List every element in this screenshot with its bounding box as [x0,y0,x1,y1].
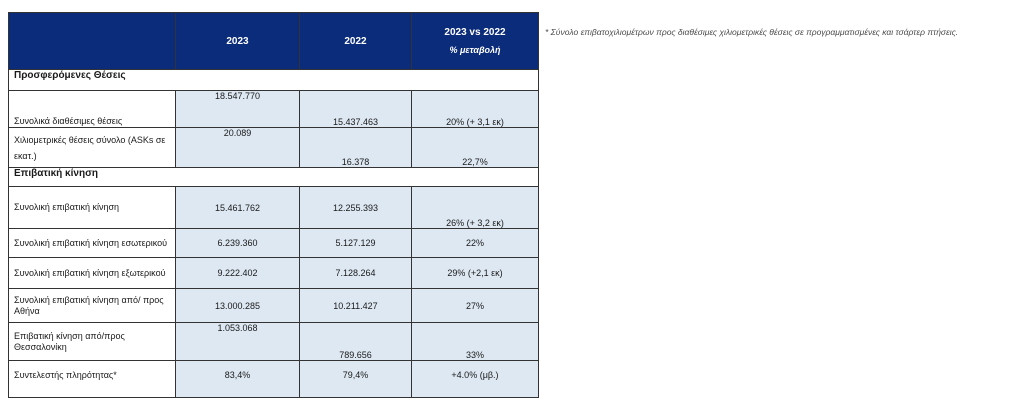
value-2023: 20.089 [175,127,300,168]
row-label: Επιβατική κίνηση από/προς Θεσσαλονίκη [8,322,176,361]
value-2023: 9.222.402 [175,257,300,289]
section-title-seats: Προσφερόμενες Θέσεις [8,69,539,91]
value-2022: 15.437.463 [299,90,412,128]
header-change: 2023 vs 2022 % μεταβολή [411,12,539,70]
header-2023: 2023 [175,12,300,70]
value-change: 22,7% [411,127,539,168]
value-2022: 789.656 [299,322,412,361]
value-change: +4.0% (μβ.) [411,360,539,398]
value-2023: 15.461.762 [175,186,300,229]
section-row-seats: Προσφερόμενες Θέσεις [8,69,539,91]
row-label: Συνολική επιβατική κίνηση από/ προς Αθήν… [8,288,176,323]
value-2022: 5.127.129 [299,228,412,258]
table-row: Συνολική επιβατική κίνηση εσωτερικού 6.2… [8,228,539,258]
value-2023: 13.000.285 [175,288,300,323]
value-2023: 83,4% [175,360,300,398]
row-label: Συντελεστής πληρότητας* [8,360,176,398]
table-row: Συνολική επιβατική κίνηση από/ προς Αθήν… [8,288,539,323]
statistics-table: 2023 2022 2023 vs 2022 % μεταβολή Προσφε… [8,12,539,398]
value-2022: 16.378 [299,127,412,168]
row-label: Συνολική επιβατική κίνηση [8,186,176,229]
table-row: Συνολική επιβατική κίνηση 15.461.762 12.… [8,186,539,229]
table-header-row: 2023 2022 2023 vs 2022 % μεταβολή [8,12,539,70]
row-label: Συνολική επιβατική κίνηση εσωτερικού [8,228,176,258]
value-change: 20% (+ 3,1 εκ) [411,90,539,128]
value-2023: 1.053.068 [175,322,300,361]
value-2022: 12.255.393 [299,186,412,229]
value-change: 33% [411,322,539,361]
row-label: Χιλιομετρικές θέσεις σύνολο (ASKs σε εκα… [8,127,176,168]
section-title-traffic: Επιβατική κίνηση [8,167,539,187]
value-2023: 18.547.770 [175,90,300,128]
value-2022: 79,4% [299,360,412,398]
footnote: * Σύνολο επιβατοχιλιομέτρων προς διαθέσι… [545,27,959,37]
value-change: 22% [411,228,539,258]
section-row-traffic: Επιβατική κίνηση [8,167,539,187]
table-row: Συνολική επιβατική κίνηση εξωτερικού 9.2… [8,257,539,289]
value-2022: 7.128.264 [299,257,412,289]
header-change-subtitle: % μεταβολή [449,45,501,55]
header-2022: 2022 [299,12,412,70]
header-empty-cell [8,12,176,70]
value-2022: 10.211.427 [299,288,412,323]
row-label: Συνολικά διαθέσιμες θέσεις [8,90,176,128]
table-row: Επιβατική κίνηση από/προς Θεσσαλονίκη 1.… [8,322,539,361]
table-row: Χιλιομετρικές θέσεις σύνολο (ASKs σε εκα… [8,127,539,168]
value-change: 26% (+ 3,2 εκ) [411,186,539,229]
value-2023: 6.239.360 [175,228,300,258]
row-label: Συνολική επιβατική κίνηση εξωτερικού [8,257,176,289]
table-row: Συνολικά διαθέσιμες θέσεις 18.547.770 15… [8,90,539,128]
header-change-title: 2023 vs 2022 [444,27,506,38]
value-change: 29% (+2,1 εκ) [411,257,539,289]
table-row: Συντελεστής πληρότητας* 83,4% 79,4% +4.0… [8,360,539,398]
value-change: 27% [411,288,539,323]
